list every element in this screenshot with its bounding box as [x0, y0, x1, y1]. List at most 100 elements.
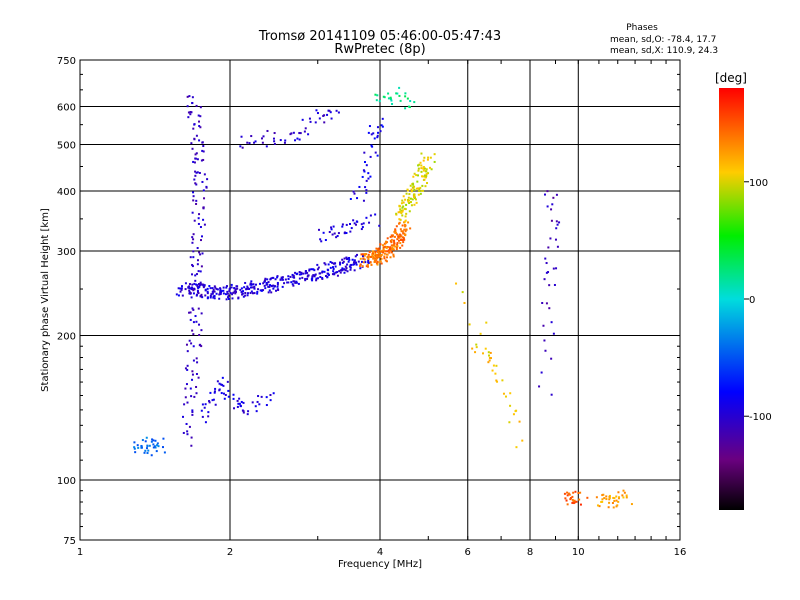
- data-point: [382, 246, 385, 249]
- y-tick-label: 600: [57, 103, 76, 114]
- data-point: [336, 271, 339, 274]
- data-point: [250, 290, 253, 293]
- data-point: [201, 141, 204, 144]
- x-tick-label: 16: [674, 547, 687, 558]
- data-point: [339, 261, 342, 264]
- data-point: [152, 446, 155, 449]
- data-point: [419, 161, 422, 164]
- data-point: [194, 315, 197, 318]
- data-point: [190, 287, 193, 290]
- stats-line-x: mean, sd,X: 110.9, 24.3: [610, 46, 718, 56]
- data-point: [569, 498, 572, 501]
- data-point: [395, 246, 398, 249]
- data-point: [455, 282, 458, 285]
- data-point: [427, 172, 430, 175]
- data-point: [621, 494, 624, 497]
- data-point: [257, 395, 260, 398]
- data-point: [344, 269, 347, 272]
- data-point: [353, 192, 356, 195]
- data-point: [461, 291, 464, 294]
- data-point: [362, 257, 365, 260]
- data-point: [399, 242, 402, 245]
- data-point: [224, 393, 227, 396]
- data-point: [374, 259, 377, 262]
- data-point: [194, 174, 197, 177]
- data-point: [544, 257, 547, 260]
- data-point: [572, 502, 575, 505]
- data-point: [376, 154, 379, 157]
- data-point: [401, 210, 404, 213]
- data-point: [579, 503, 582, 506]
- data-point: [134, 451, 137, 454]
- data-point: [213, 290, 216, 293]
- data-point: [501, 379, 504, 382]
- data-point: [264, 277, 267, 280]
- data-point: [239, 288, 242, 291]
- data-point: [194, 274, 197, 277]
- data-point: [189, 113, 192, 116]
- data-point: [471, 347, 474, 350]
- data-point: [365, 179, 368, 182]
- data-point: [393, 230, 396, 233]
- data-point: [395, 212, 398, 215]
- data-point: [133, 447, 136, 450]
- data-point: [512, 413, 515, 416]
- data-point: [474, 351, 477, 354]
- data-point: [191, 211, 194, 214]
- data-point: [429, 156, 432, 159]
- data-point: [151, 438, 154, 441]
- data-point: [321, 276, 324, 279]
- data-point: [154, 446, 157, 449]
- data-point: [341, 261, 344, 264]
- data-point: [184, 396, 187, 399]
- data-point: [601, 494, 604, 497]
- data-point: [417, 167, 420, 170]
- data-point: [389, 249, 392, 252]
- data-point: [479, 332, 482, 335]
- data-point: [341, 223, 344, 226]
- data-point: [231, 293, 234, 296]
- data-point: [416, 180, 419, 183]
- data-point: [197, 376, 200, 379]
- data-point: [538, 385, 541, 388]
- data-point: [393, 242, 396, 245]
- data-point: [375, 257, 378, 260]
- data-point: [546, 205, 549, 208]
- data-point: [390, 241, 393, 244]
- data-point: [379, 243, 382, 246]
- data-point: [352, 263, 355, 266]
- data-point: [309, 120, 312, 123]
- data-point: [395, 232, 398, 235]
- data-point: [390, 238, 393, 241]
- data-point: [408, 199, 411, 202]
- data-point: [203, 173, 206, 176]
- data-point: [368, 221, 371, 224]
- data-point: [276, 285, 279, 288]
- data-point: [212, 295, 215, 298]
- data-point: [386, 241, 389, 244]
- data-point: [201, 403, 204, 406]
- data-point: [359, 263, 362, 266]
- data-point: [219, 287, 222, 290]
- data-point: [141, 439, 144, 442]
- data-point: [367, 261, 370, 264]
- data-point: [369, 175, 372, 178]
- data-point: [263, 279, 266, 282]
- data-point: [355, 263, 358, 266]
- data-point: [413, 193, 416, 196]
- data-point: [407, 105, 410, 108]
- data-point: [600, 500, 603, 503]
- data-point: [416, 174, 419, 177]
- data-point: [194, 153, 197, 156]
- data-point: [409, 201, 412, 204]
- data-point: [152, 439, 155, 442]
- data-point: [426, 158, 429, 161]
- data-point: [268, 285, 271, 288]
- data-point: [411, 198, 414, 201]
- data-point: [242, 290, 245, 293]
- data-point: [215, 292, 218, 295]
- x-axis-label: Frequency [MHz]: [338, 559, 422, 570]
- data-point: [348, 256, 351, 259]
- data-point: [191, 147, 194, 150]
- data-point: [260, 289, 263, 292]
